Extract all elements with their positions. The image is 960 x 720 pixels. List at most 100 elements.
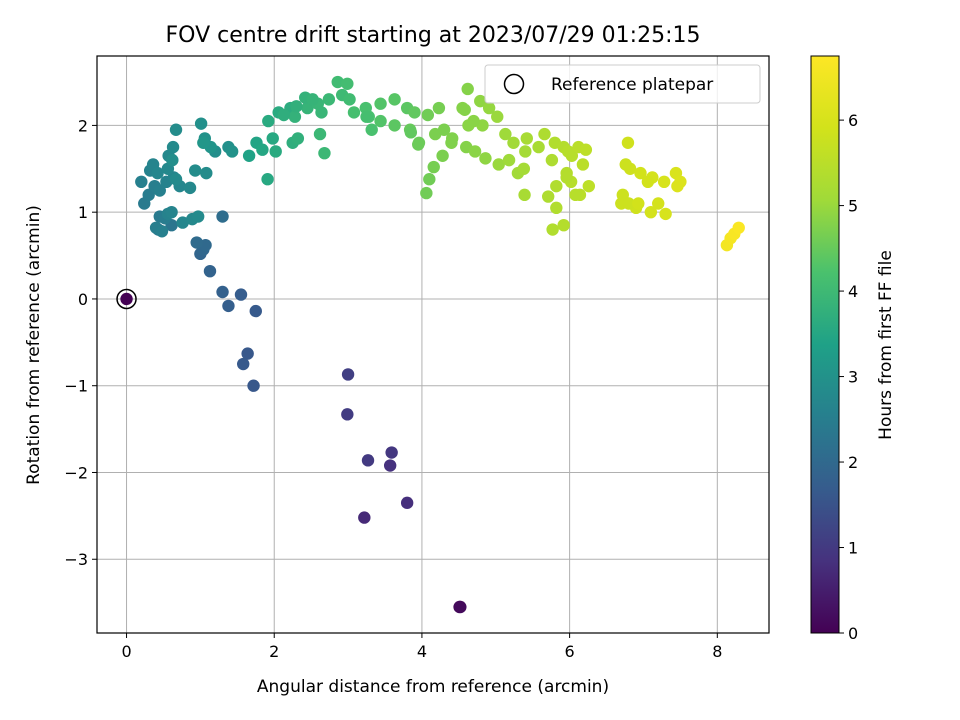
data-point [408, 106, 421, 119]
data-point [482, 101, 496, 115]
data-point [621, 136, 635, 149]
y-tick-label: 0 [78, 290, 88, 309]
data-point [183, 181, 197, 195]
colorbar-tick-label: 5 [848, 197, 858, 216]
data-point [155, 225, 169, 238]
data-point [153, 184, 166, 197]
data-point [546, 223, 559, 236]
data-point [216, 285, 229, 299]
data-point [256, 143, 269, 156]
data-point [400, 496, 414, 510]
data-point [454, 600, 467, 614]
x-axis-ticks: 0 2 4 6 8 [121, 633, 722, 661]
y-tick-label: −3 [64, 550, 88, 569]
y-tick-label: 1 [78, 203, 88, 222]
data-point [388, 119, 401, 132]
data-point [358, 511, 371, 524]
data-point [388, 93, 401, 106]
colorbar-label: Hours from first FF file [876, 250, 896, 440]
data-point [374, 114, 387, 128]
data-point [622, 197, 635, 210]
data-point [242, 149, 256, 162]
reference-marker [116, 288, 137, 310]
colorbar-tick-label: 1 [848, 539, 858, 558]
data-point [225, 145, 239, 158]
data-point [291, 132, 305, 145]
x-tick-label: 4 [417, 642, 427, 661]
legend-box [484, 64, 761, 104]
data-point [436, 149, 449, 162]
data-point [322, 93, 336, 106]
y-axis-label: Rotation from reference (arcmin) [24, 205, 44, 485]
data-point [499, 127, 512, 141]
data-point [542, 190, 555, 203]
data-point [437, 123, 451, 136]
data-point [461, 82, 474, 96]
data-point [374, 97, 387, 110]
data-point [341, 408, 354, 421]
data-point [266, 132, 279, 145]
legend-label: Reference platepar [551, 75, 713, 95]
data-point [420, 186, 433, 200]
y-tick-label: 2 [78, 116, 88, 135]
data-point [241, 347, 254, 360]
colorbar-tick-label: 6 [848, 111, 858, 130]
data-point [432, 101, 446, 115]
data-point [165, 205, 178, 219]
data-point [383, 459, 397, 472]
data-point [169, 173, 183, 186]
data-point [290, 100, 303, 113]
data-point [135, 175, 148, 189]
data-point [412, 138, 425, 151]
data-point [532, 140, 545, 154]
data-point [277, 108, 291, 122]
colorbar-tick-label: 0 [848, 624, 858, 643]
data-point [341, 77, 354, 90]
data-point [166, 153, 179, 167]
colorbar-ticks: 0 1 2 3 4 5 6 [839, 111, 858, 643]
data-point [142, 188, 155, 202]
colorbar-tick-label: 3 [848, 368, 858, 387]
data-point [582, 179, 596, 193]
data-point [557, 218, 570, 232]
data-point [423, 173, 436, 186]
data-point [120, 292, 133, 306]
data-point [247, 379, 260, 392]
y-axis-ticks: −3 −2 −1 0 1 2 [64, 116, 97, 569]
data-point [306, 93, 319, 106]
data-point [237, 357, 250, 371]
data-point [262, 114, 275, 128]
data-point [288, 110, 302, 123]
data-point [576, 158, 590, 171]
data-point [732, 221, 745, 234]
legend: Reference platepar [484, 64, 761, 104]
data-point [507, 136, 520, 149]
y-tick-label: −1 [64, 377, 88, 396]
reference-point-marker [116, 288, 137, 310]
data-point [657, 175, 671, 189]
data-point [385, 446, 398, 459]
data-point [343, 93, 356, 106]
data-point [659, 207, 672, 221]
data-point [517, 162, 531, 175]
data-point [361, 454, 375, 467]
data-point [347, 106, 361, 119]
data-point [203, 264, 217, 278]
data-point [550, 179, 563, 193]
data-point [446, 132, 459, 145]
data-point [560, 171, 573, 184]
data-point [331, 75, 344, 89]
data-point [652, 197, 665, 210]
data-point [269, 145, 282, 158]
x-tick-label: 0 [121, 642, 131, 661]
x-axis-label: Angular distance from reference (arcmin) [257, 677, 609, 697]
data-point [579, 143, 593, 156]
data-point [458, 103, 471, 116]
colorbar: 0 1 2 3 4 5 6 Hours from first FF file [810, 55, 896, 643]
data-point [197, 136, 210, 149]
data-point [421, 108, 435, 122]
data-point [519, 145, 532, 158]
data-point [502, 153, 516, 167]
colorbar-gradient [810, 55, 840, 634]
data-point [644, 205, 658, 219]
